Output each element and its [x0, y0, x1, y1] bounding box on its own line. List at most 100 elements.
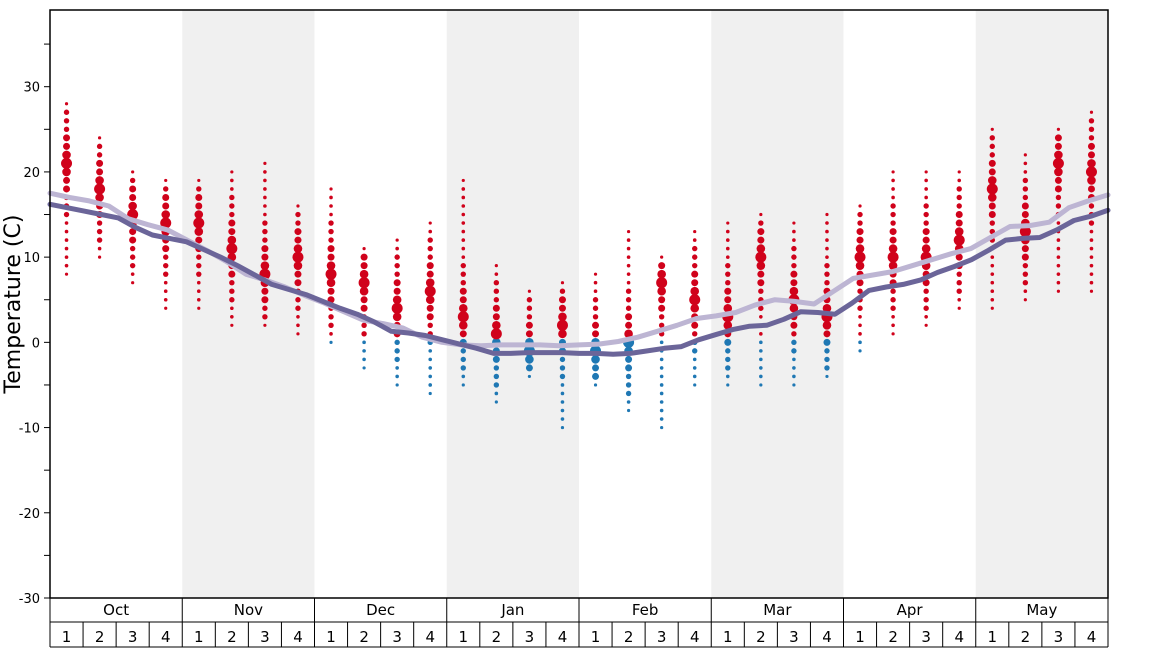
- temperature-dot: [957, 170, 961, 174]
- week-label: 2: [888, 628, 898, 646]
- temperature-dot: [328, 228, 334, 235]
- temperature-dot: [725, 246, 730, 251]
- temperature-dot: [327, 287, 335, 295]
- temperature-dot: [461, 383, 465, 387]
- temperature-dot: [263, 212, 267, 217]
- temperature-dot: [725, 262, 731, 269]
- temperature-dot: [194, 227, 204, 236]
- temperature-dot: [887, 251, 899, 263]
- temperature-dot: [230, 170, 234, 174]
- temperature-dot: [990, 127, 994, 131]
- temperature-dot: [891, 170, 895, 174]
- temperature-dot: [955, 211, 963, 219]
- temperature-dot: [659, 374, 664, 379]
- temperature-dot: [890, 288, 896, 294]
- temperature-dot: [428, 383, 433, 387]
- temperature-dot: [1055, 194, 1062, 201]
- temperature-dot: [558, 312, 567, 322]
- temperature-dot: [857, 220, 863, 226]
- temperature-dot: [427, 245, 433, 252]
- temperature-dot: [228, 270, 236, 278]
- temperature-dot: [891, 314, 895, 319]
- temperature-dot: [64, 263, 69, 268]
- temperature-dot: [460, 262, 466, 269]
- temperature-dot: [1022, 271, 1029, 277]
- temperature-dot: [792, 383, 796, 387]
- temperature-dot: [459, 287, 467, 295]
- temperature-dot: [855, 244, 865, 253]
- temperature-dot: [1054, 142, 1062, 150]
- temperature-dot: [525, 321, 533, 329]
- temperature-dot: [458, 303, 468, 313]
- temperature-dot: [659, 357, 664, 362]
- temperature-dot: [759, 349, 763, 353]
- temperature-dot: [263, 323, 267, 327]
- temperature-dot: [461, 229, 466, 234]
- temperature-dot: [692, 348, 698, 354]
- temperature-dot: [723, 321, 733, 330]
- week-label: 4: [425, 628, 435, 646]
- temperature-dot: [692, 254, 698, 260]
- temperature-dot: [425, 295, 435, 305]
- temperature-dot: [131, 281, 135, 285]
- temperature-dot: [559, 288, 566, 294]
- temperature-dot: [758, 288, 764, 294]
- temperature-dot: [858, 340, 862, 345]
- temperature-dot: [659, 417, 664, 421]
- temperature-dot: [196, 186, 202, 192]
- temperature-dot: [560, 391, 565, 396]
- temperature-dot: [394, 339, 400, 346]
- temperature-dot: [692, 374, 697, 379]
- temperature-dot: [262, 237, 268, 243]
- month-bands: [182, 10, 1108, 598]
- temperature-dot: [824, 365, 830, 371]
- temperature-dot: [1052, 157, 1064, 169]
- temperature-dot: [63, 142, 71, 150]
- month-band-shade: [711, 10, 844, 598]
- temperature-dot: [759, 340, 763, 345]
- temperature-dot: [329, 195, 333, 200]
- temperature-dot: [692, 366, 697, 370]
- temperature-dot: [758, 305, 764, 311]
- temperature-dot: [292, 251, 304, 263]
- temperature-dot: [792, 221, 796, 225]
- month-label: Oct: [103, 601, 129, 619]
- week-label: 4: [558, 628, 568, 646]
- temperature-dot: [789, 286, 799, 296]
- temperature-dot: [725, 356, 731, 363]
- temperature-dot: [329, 204, 333, 208]
- temperature-dot: [822, 303, 832, 313]
- temperature-dot: [692, 357, 697, 362]
- temperature-dot: [824, 348, 830, 354]
- temperature-dot: [229, 288, 235, 294]
- temperature-dot: [64, 221, 69, 225]
- temperature-dot: [1021, 211, 1029, 219]
- temperature-dot: [891, 178, 895, 183]
- temperature-dot: [460, 348, 466, 354]
- temperature-dot: [97, 136, 102, 140]
- y-tick-label: 20: [23, 166, 40, 181]
- temperature-dot: [559, 365, 566, 371]
- temperature-dot: [724, 296, 732, 304]
- temperature-dot: [461, 246, 466, 251]
- week-label: 2: [95, 628, 105, 646]
- temperature-dot: [691, 321, 699, 329]
- temperature-dot: [659, 391, 664, 396]
- temperature-dot: [64, 238, 69, 242]
- temperature-dot: [293, 261, 303, 270]
- temperature-dot: [426, 313, 434, 321]
- temperature-dot: [1054, 176, 1062, 184]
- temperature-dot: [560, 383, 565, 387]
- temperature-dot: [924, 323, 928, 327]
- temperature-dot: [1023, 170, 1028, 174]
- temperature-dot: [64, 229, 69, 234]
- temperature-dot: [560, 281, 565, 285]
- temperature-dot: [825, 229, 829, 234]
- temperature-dot: [625, 297, 632, 303]
- temperature-dot: [492, 321, 501, 330]
- temperature-dot: [659, 408, 664, 413]
- temperature-dot: [990, 297, 995, 302]
- temperature-dot: [360, 296, 368, 304]
- week-label: 2: [492, 628, 502, 646]
- temperature-dot: [792, 357, 796, 362]
